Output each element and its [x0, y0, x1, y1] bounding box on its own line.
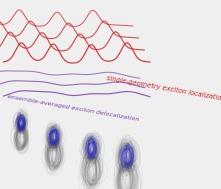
- Text: single-geometry exciton localization: single-geometry exciton localization: [106, 74, 221, 101]
- Text: ensemble-averaged exciton delocalization: ensemble-averaged exciton delocalization: [7, 94, 139, 122]
